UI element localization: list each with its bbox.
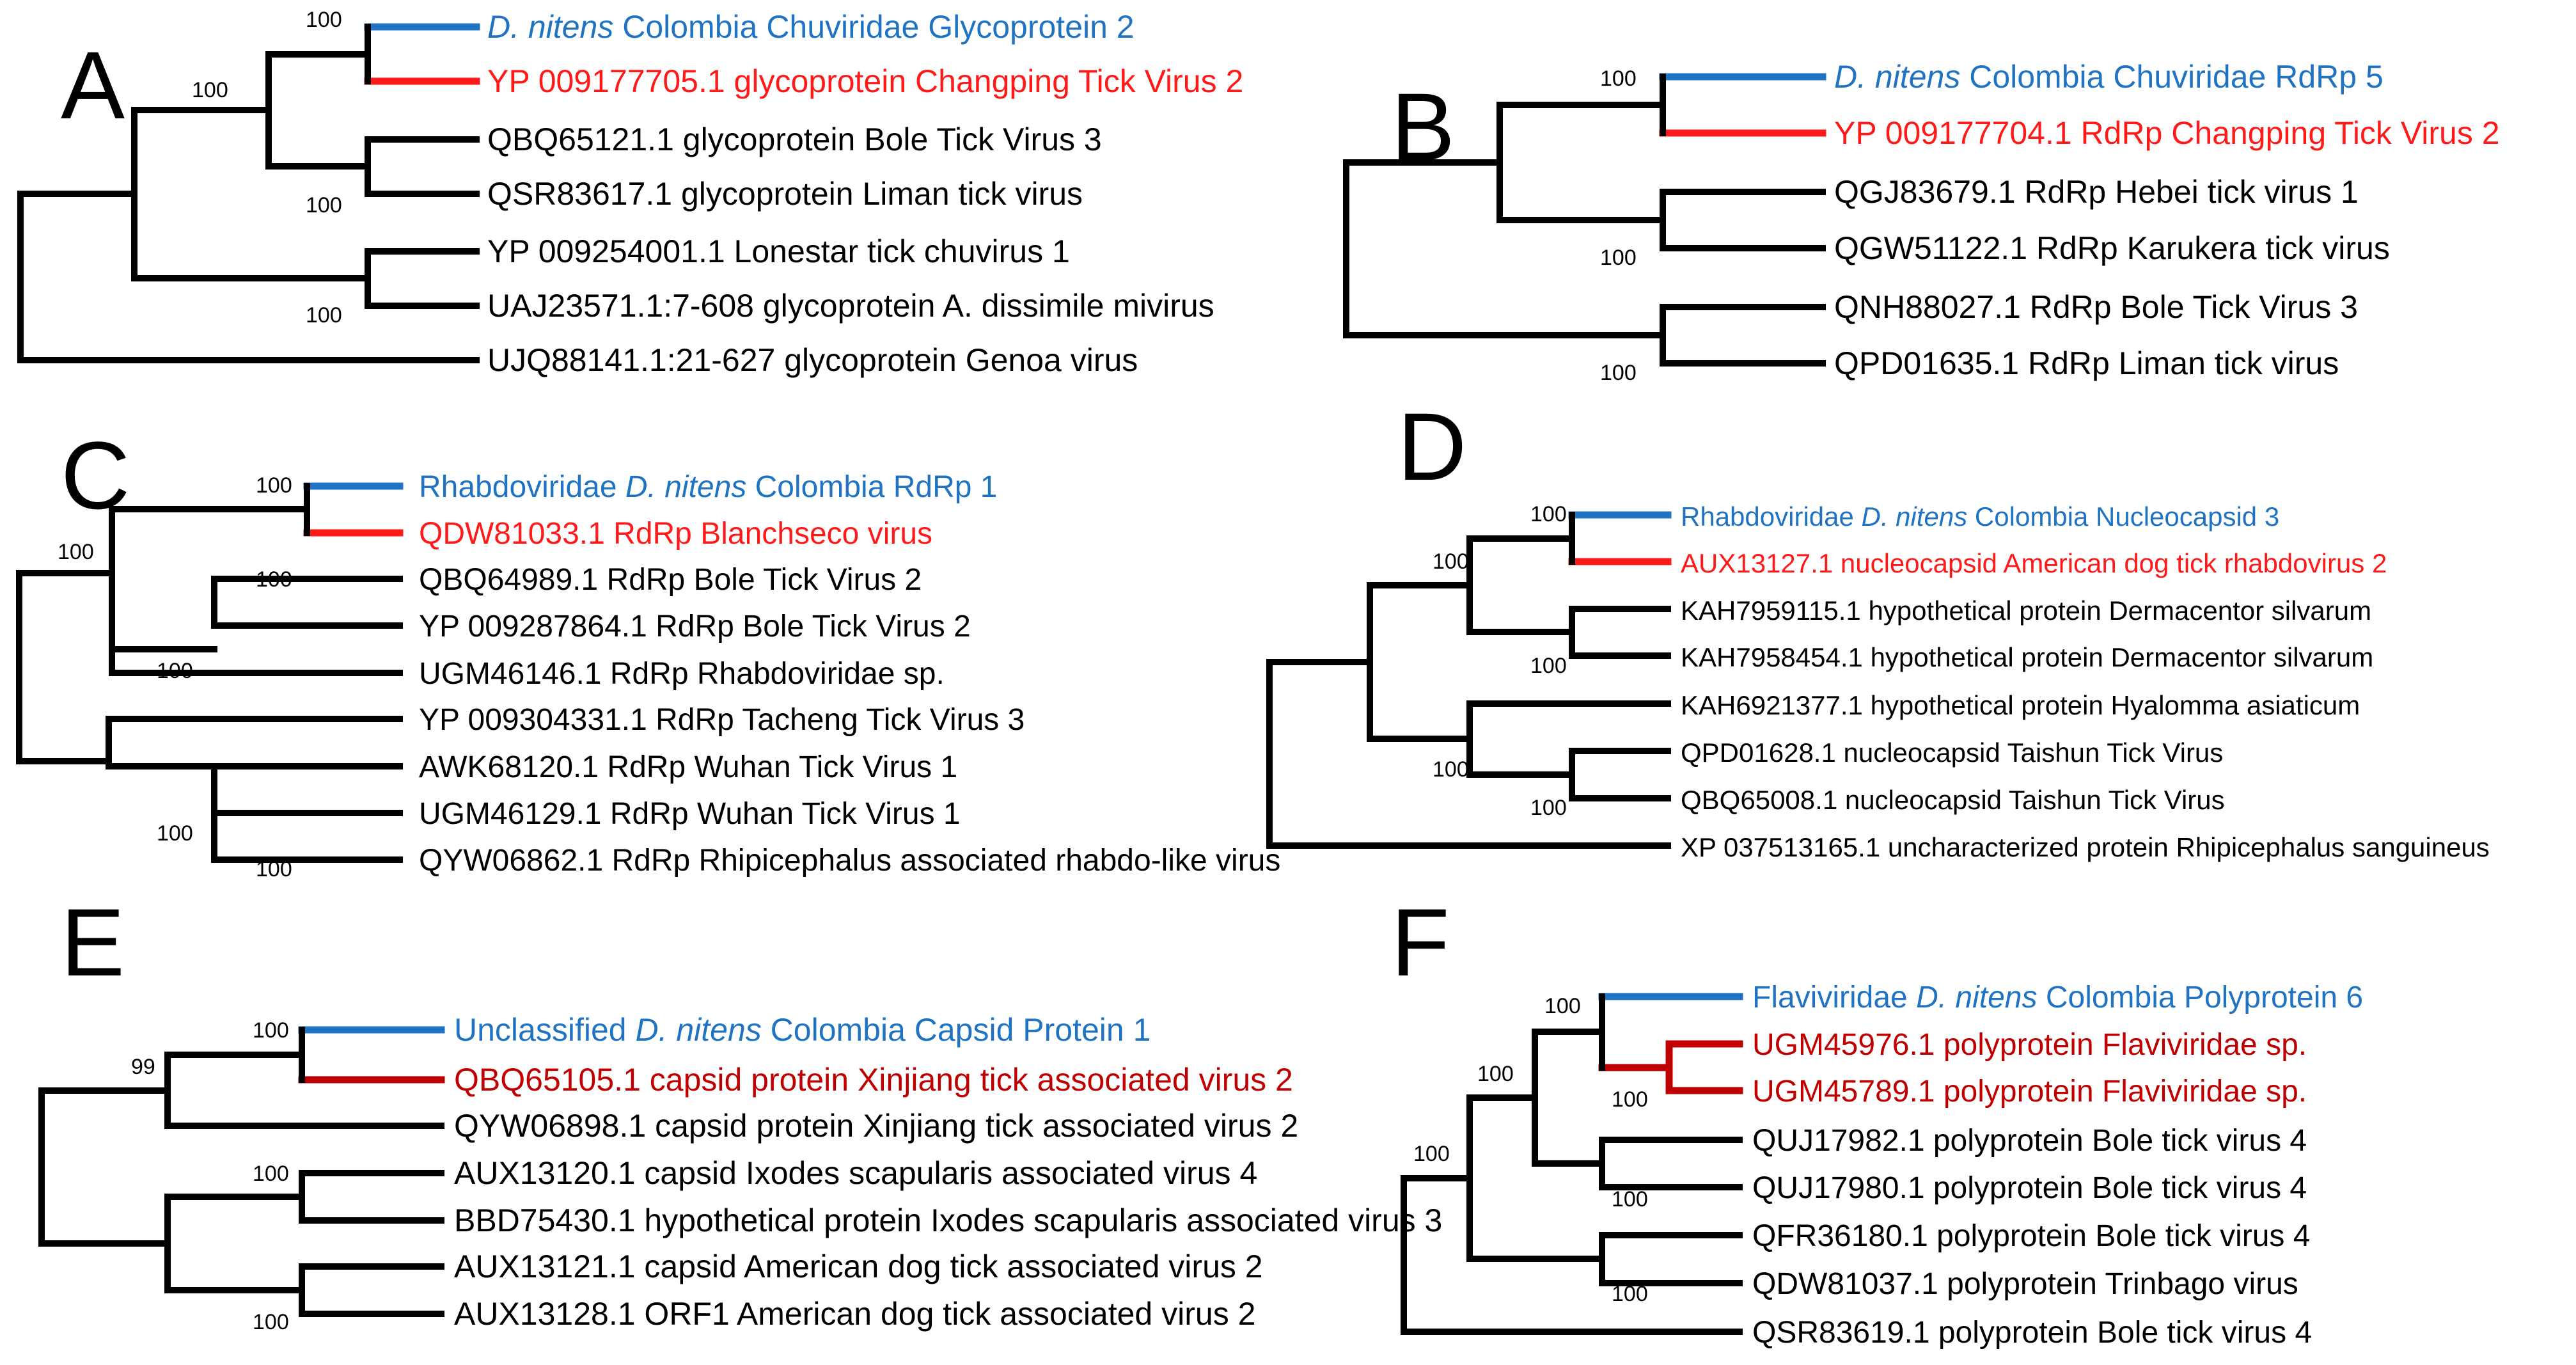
- leaf-label: Unclassified D. nitens Colombia Capsid P…: [454, 1012, 1151, 1048]
- bootstrap-value: 100: [253, 1162, 289, 1186]
- leaf-label: QBQ65008.1 nucleocapsid Taishun Tick Vir…: [1681, 785, 2225, 815]
- panel-letter-e: E: [61, 888, 125, 996]
- leaf-label: QUJ17980.1 polyprotein Bole tick virus 4: [1752, 1171, 2307, 1205]
- leaf-label: QDW81033.1 RdRp Blanchseco virus: [419, 517, 932, 551]
- bootstrap-value: 100: [157, 821, 193, 846]
- leaf-label: D. nitens Colombia Chuviridae Glycoprote…: [487, 9, 1135, 45]
- tree-panel-a: A D. nitens Colombia Chuviridae Glycoprot…: [17, 8, 1243, 378]
- panel-letter-c: C: [61, 422, 130, 529]
- bootstrap-value: 100: [256, 857, 292, 881]
- leaf-label: YP 009304331.1 RdRp Tacheng Tick Virus 3: [419, 703, 1025, 737]
- bootstrap-value: 100: [256, 473, 292, 498]
- leaf-label: YP 009254001.1 Lonestar tick chuvirus 1: [487, 233, 1070, 269]
- bootstrap-value: 100: [1413, 1142, 1450, 1166]
- leaf-label: QFR36180.1 polyprotein Bole tick virus 4: [1752, 1219, 2310, 1253]
- leaf-label: AWK68120.1 RdRp Wuhan Tick Virus 1: [419, 750, 957, 784]
- leaf-label: UAJ23571.1:7-608 glycoprotein A. dissimi…: [487, 288, 1214, 324]
- leaf-label: Flaviviridae D. nitens Colombia Polyprot…: [1752, 981, 2363, 1014]
- leaf-label: QGJ83679.1 RdRp Hebei tick virus 1: [1834, 174, 2359, 210]
- leaf-label: AUX13120.1 capsid Ixodes scapularis asso…: [454, 1155, 1257, 1191]
- leaf-label: UJQ88141.1:21-627 glycoprotein Genoa vir…: [487, 342, 1138, 378]
- tree-panel-b: B D. nitens Colombia Chuviridae RdRp 5YP …: [1343, 59, 2500, 385]
- leaf-label: YP 009287864.1 RdRp Bole Tick Virus 2: [419, 610, 971, 643]
- bootstrap-value: 100: [1612, 1087, 1648, 1112]
- bootstrap-value: 100: [306, 193, 342, 217]
- bootstrap-value: 100: [1600, 67, 1637, 91]
- tree-panel-d: D Rhabdoviridae D. nitens Colombia Nucleo…: [1266, 393, 2490, 862]
- leaf-label: QPD01628.1 nucleocapsid Taishun Tick Vir…: [1681, 738, 2223, 768]
- panel-letter-a: A: [61, 31, 125, 139]
- leaf-label: QBQ65121.1 glycoprotein Bole Tick Virus …: [487, 122, 1102, 157]
- leaf-label: KAH6921377.1 hypothetical protein Hyalom…: [1681, 690, 2360, 720]
- bootstrap-value: 99: [131, 1055, 155, 1079]
- leaf-label: UGM46146.1 RdRp Rhabdoviridae sp.: [419, 657, 945, 691]
- leaf-label: QSR83619.1 polyprotein Bole tick virus 4: [1752, 1316, 2312, 1350]
- bootstrap-value: 100: [157, 659, 193, 683]
- bootstrap-value: 100: [1433, 549, 1469, 574]
- leaf-label: QGW51122.1 RdRp Karukera tick virus: [1834, 230, 2390, 266]
- bootstrap-value: 100: [1600, 361, 1637, 385]
- leaf-label: AUX13127.1 nucleocapsid American dog tic…: [1681, 548, 2387, 578]
- panel-letter-f: F: [1391, 888, 1450, 996]
- bootstrap-value: 100: [1530, 654, 1567, 678]
- leaf-label: QYW06862.1 RdRp Rhipicephalus associated…: [419, 844, 1280, 878]
- leaf-label: QBQ64989.1 RdRp Bole Tick Virus 2: [419, 563, 922, 597]
- leaf-label: UGM45976.1 polyprotein Flaviviridae sp.: [1752, 1028, 2307, 1062]
- bootstrap-value: 100: [256, 567, 292, 592]
- leaf-label: BBD75430.1 hypothetical protein Ixodes s…: [454, 1203, 1442, 1238]
- leaf-label: KAH7959115.1 hypothetical protein Dermac…: [1681, 596, 2371, 626]
- panel-letter-d: D: [1397, 393, 1466, 500]
- leaf-label: QUJ17982.1 polyprotein Bole tick virus 4: [1752, 1124, 2307, 1158]
- leaf-label: YP 009177705.1 glycoprotein Changping Ti…: [487, 63, 1243, 99]
- bootstrap-value: 100: [1433, 757, 1469, 782]
- tree-panel-e: E Unclassified D. nitens Colombia Capsid …: [38, 888, 1442, 1334]
- leaf-label: Rhabdoviridae D. nitens Colombia RdRp 1: [419, 470, 997, 504]
- tree-panel-c: C Rhabdoviridae D. nitens Colombia RdRp 1…: [16, 422, 1280, 881]
- leaf-label: QPD01635.1 RdRp Liman tick virus: [1834, 345, 2339, 381]
- leaf-label: KAH7958454.1 hypothetical protein Dermac…: [1681, 642, 2373, 672]
- bootstrap-value: 100: [1544, 994, 1581, 1018]
- leaf-label: Rhabdoviridae D. nitens Colombia Nucleoc…: [1681, 501, 2279, 532]
- bootstrap-value: 100: [58, 540, 94, 564]
- bootstrap-value: 100: [192, 78, 228, 102]
- leaf-label: AUX13128.1 ORF1 American dog tick associ…: [454, 1296, 1255, 1332]
- bootstrap-value: 100: [1530, 796, 1567, 820]
- bootstrap-value: 100: [1612, 1282, 1648, 1306]
- leaf-label: D. nitens Colombia Chuviridae RdRp 5: [1834, 59, 2384, 95]
- leaf-label: QDW81037.1 polyprotein Trinbago virus: [1752, 1267, 2298, 1301]
- leaf-label: UGM45789.1 polyprotein Flaviviridae sp.: [1752, 1075, 2307, 1109]
- bootstrap-value: 100: [1530, 502, 1567, 526]
- leaf-label: YP 009177704.1 RdRp Changping Tick Virus…: [1834, 115, 2500, 151]
- leaf-label: QNH88027.1 RdRp Bole Tick Virus 3: [1834, 289, 2358, 325]
- leaf-label: UGM46129.1 RdRp Wuhan Tick Virus 1: [419, 797, 961, 831]
- tree-panel-f: F Flaviviridae D. nitens Colombia Polypro…: [1391, 888, 2363, 1350]
- leaf-label: XP 037513165.1 uncharacterized protein R…: [1681, 832, 2490, 862]
- leaf-label: QBQ65105.1 capsid protein Xinjiang tick …: [454, 1062, 1293, 1098]
- bootstrap-value: 100: [253, 1310, 289, 1334]
- leaf-label: QYW06898.1 capsid protein Xinjiang tick …: [454, 1108, 1298, 1144]
- bootstrap-value: 100: [253, 1018, 289, 1043]
- bootstrap-value: 100: [1600, 246, 1637, 270]
- bootstrap-value: 100: [1477, 1062, 1514, 1086]
- bootstrap-value: 100: [306, 303, 342, 327]
- bootstrap-value: 100: [1612, 1187, 1648, 1211]
- leaf-label: AUX13121.1 capsid American dog tick asso…: [454, 1249, 1263, 1284]
- bootstrap-value: 100: [306, 8, 342, 32]
- leaf-label: QSR83617.1 glycoprotein Liman tick virus: [487, 176, 1083, 212]
